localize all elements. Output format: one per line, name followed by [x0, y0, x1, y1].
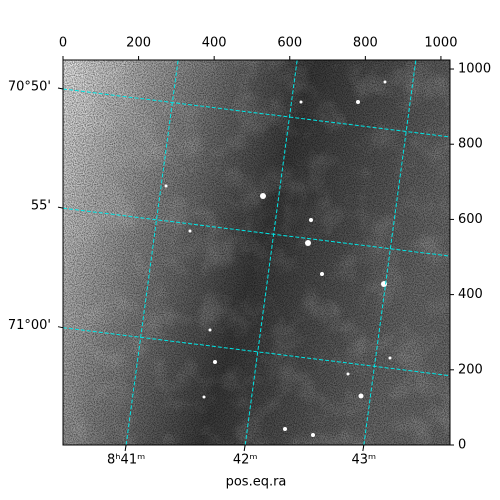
dec-tick-label: 71°00' — [8, 318, 51, 333]
x-tick-label: 400 — [202, 36, 227, 51]
dec-grid-line — [63, 88, 450, 138]
x-tick-label: 1000 — [424, 36, 457, 51]
ra-grid-line — [363, 60, 417, 445]
y-tick-label: 600 — [458, 212, 483, 227]
ra-tick — [362, 444, 365, 452]
dec-tick — [57, 206, 64, 209]
ra-tick — [124, 444, 127, 452]
ra-tick-label: 42ᵐ — [233, 453, 258, 468]
ra-grid-line — [244, 60, 298, 445]
y-tick-label: 800 — [458, 137, 483, 152]
x-axis-label: pos.eq.ra — [226, 475, 287, 490]
x-tick-label: 600 — [277, 36, 302, 51]
x-tick-label: 800 — [353, 36, 378, 51]
ra-tick — [243, 444, 246, 452]
y-tick-label: 0 — [458, 438, 466, 453]
y-tick-label: 1000 — [458, 62, 491, 77]
ra-tick-label: 8ʰ41ᵐ — [107, 453, 145, 468]
x-tick-label: 200 — [126, 36, 151, 51]
ra-tick-label: 43ᵐ — [352, 453, 377, 468]
dec-tick — [57, 87, 64, 90]
y-tick-label: 200 — [458, 362, 483, 377]
frame — [62, 59, 451, 446]
dec-grid-line — [63, 207, 450, 257]
coordinate-grid — [63, 60, 450, 445]
x-tick-label: 0 — [59, 36, 67, 51]
dec-tick — [57, 326, 64, 329]
sky-image — [63, 60, 450, 445]
dec-grid-line — [63, 327, 450, 377]
y-tick-label: 400 — [458, 287, 483, 302]
ra-grid-line — [125, 60, 179, 445]
dec-tick-label: 55' — [31, 199, 51, 214]
dec-tick-label: 70°50' — [8, 79, 51, 94]
